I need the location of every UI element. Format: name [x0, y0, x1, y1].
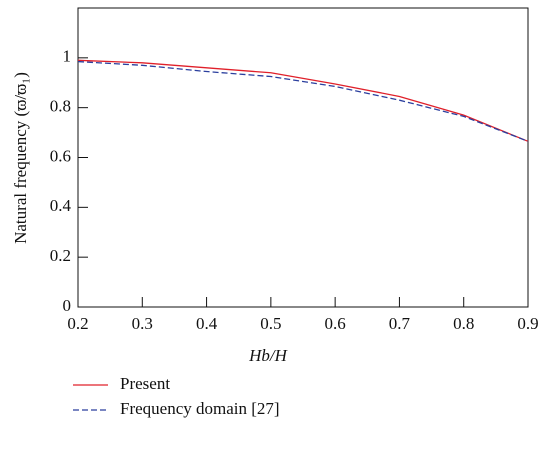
series-line [77, 60, 529, 142]
y-tick-label: 1 [63, 47, 72, 66]
y-tick-label: 0.4 [50, 196, 72, 215]
x-tick-label: 0.3 [132, 314, 153, 333]
x-tick-label: 0.5 [260, 314, 281, 333]
legend-label: Frequency domain [27] [120, 399, 280, 418]
x-tick-label: 0.4 [196, 314, 218, 333]
y-tick-label: 0 [63, 296, 72, 315]
x-tick-label: 0.6 [325, 314, 346, 333]
y-axis-label: Natural frequency (ϖ/ϖ₁) [11, 72, 30, 244]
y-tick-label: 0.2 [50, 246, 71, 265]
x-axis-label: Hb/H [248, 346, 289, 365]
x-tick-label: 0.8 [453, 314, 474, 333]
plot-frame [77, 7, 529, 308]
x-tick-label: 0.7 [389, 314, 411, 333]
y-tick-label: 0.6 [50, 146, 71, 165]
x-tick-label: 0.2 [67, 314, 88, 333]
series-line [77, 59, 529, 142]
y-tick-label: 0.8 [50, 97, 71, 116]
x-tick-label: 0.9 [517, 314, 538, 333]
legend-label: Present [120, 374, 170, 393]
